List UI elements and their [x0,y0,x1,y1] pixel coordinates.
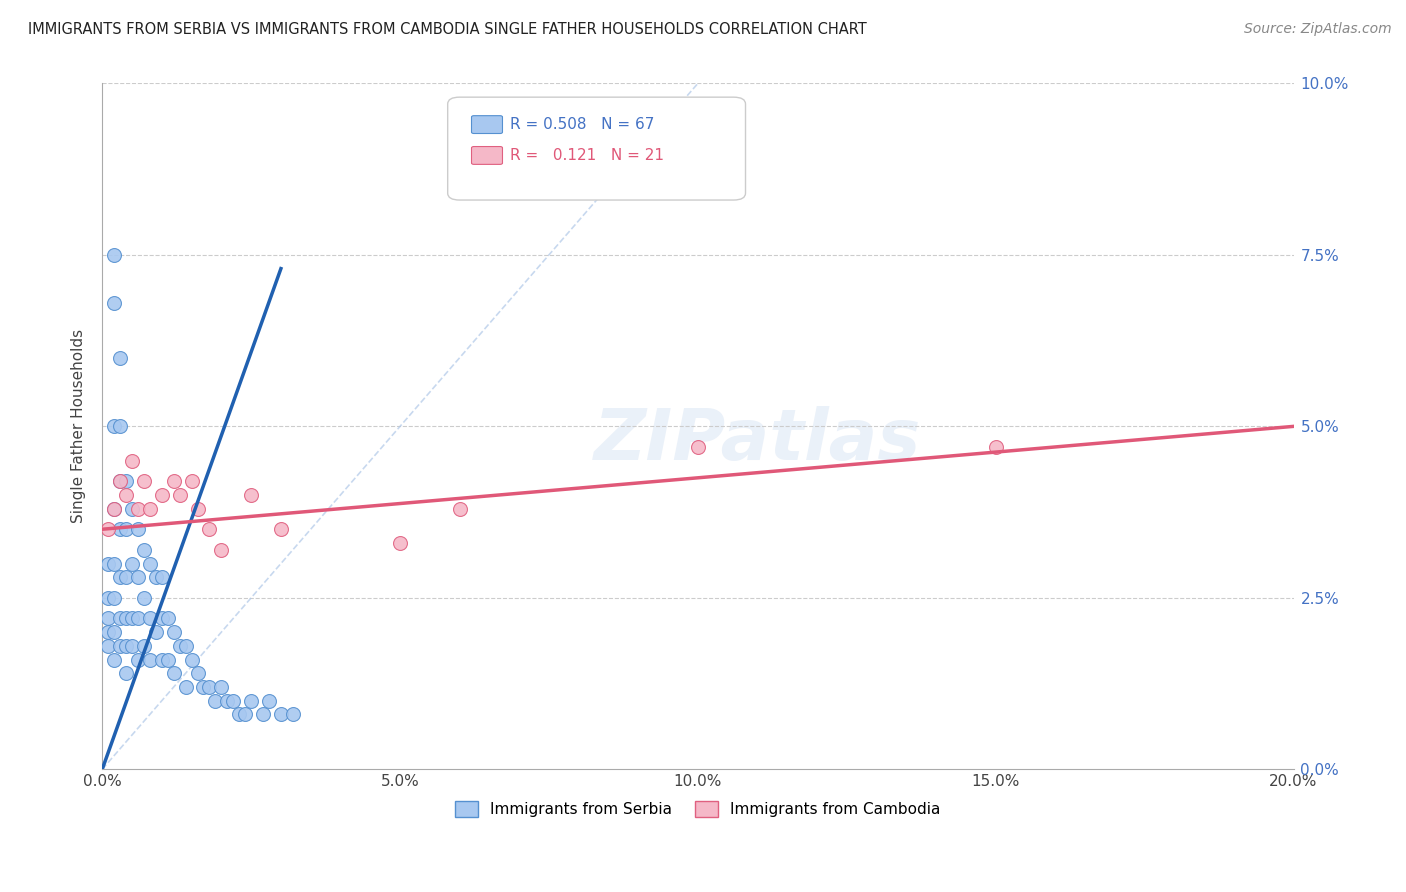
Point [193,680,215,694]
Point [163,475,186,489]
Point [209,542,232,557]
Point [115,666,138,681]
Text: Source: ZipAtlas.com: Source: ZipAtlas.com [1244,22,1392,37]
Y-axis label: Single Father Households: Single Father Households [72,329,86,524]
FancyBboxPatch shape [447,97,745,200]
Point [270,707,292,722]
Point [121,501,143,516]
Point [163,625,186,640]
Point [132,639,155,653]
Point [984,440,1007,454]
Text: R =   0.121   N = 21: R = 0.121 N = 21 [509,148,664,163]
Point [103,501,125,516]
Point [108,639,131,653]
Point [115,611,138,625]
Point [132,475,155,489]
Point [240,694,263,708]
Point [150,652,173,666]
Point [198,522,221,536]
Text: ZIPatlas: ZIPatlas [593,406,921,475]
Point [127,522,149,536]
Point [97,557,120,571]
Point [115,522,138,536]
Point [198,680,221,694]
Point [186,501,208,516]
Point [163,666,186,681]
Point [97,625,120,640]
Point [115,570,138,584]
Point [169,488,191,502]
Point [139,611,162,625]
Point [127,570,149,584]
Point [174,680,197,694]
Point [108,475,131,489]
Point [97,611,120,625]
Legend: Immigrants from Serbia, Immigrants from Cambodia: Immigrants from Serbia, Immigrants from … [449,795,946,823]
Point [156,611,179,625]
FancyBboxPatch shape [471,146,502,164]
Point [139,501,162,516]
Point [115,488,138,502]
Point [108,522,131,536]
Point [103,591,125,605]
Point [121,557,143,571]
Point [686,440,709,454]
Point [127,611,149,625]
Point [103,652,125,666]
Point [150,570,173,584]
Point [121,639,143,653]
Point [121,453,143,467]
Text: IMMIGRANTS FROM SERBIA VS IMMIGRANTS FROM CAMBODIA SINGLE FATHER HOUSEHOLDS CORR: IMMIGRANTS FROM SERBIA VS IMMIGRANTS FRO… [28,22,868,37]
Point [233,707,256,722]
Point [150,488,173,502]
Point [186,666,208,681]
Point [108,611,131,625]
Point [127,501,149,516]
Point [115,639,138,653]
Point [252,707,274,722]
Point [180,652,202,666]
Point [228,707,250,722]
Point [97,639,120,653]
Point [115,475,138,489]
Point [156,652,179,666]
Point [139,652,162,666]
Point [103,501,125,516]
Point [103,419,125,434]
Point [145,570,167,584]
Point [222,694,245,708]
Point [209,680,232,694]
Point [257,694,280,708]
Point [139,557,162,571]
Point [204,694,226,708]
Point [132,542,155,557]
FancyBboxPatch shape [471,116,502,134]
Point [103,557,125,571]
Point [97,591,120,605]
Point [217,694,239,708]
Point [103,296,125,310]
Point [108,351,131,365]
Point [449,501,471,516]
Point [180,475,202,489]
Point [103,248,125,262]
Point [174,639,197,653]
Point [127,652,149,666]
Point [169,639,191,653]
Point [240,488,263,502]
Point [97,522,120,536]
Point [108,475,131,489]
Point [270,522,292,536]
Point [150,611,173,625]
Point [103,625,125,640]
Point [108,570,131,584]
Point [108,419,131,434]
Text: R = 0.508   N = 67: R = 0.508 N = 67 [509,117,654,132]
Point [389,536,412,550]
Point [132,591,155,605]
Point [121,611,143,625]
Point [281,707,304,722]
Point [145,625,167,640]
